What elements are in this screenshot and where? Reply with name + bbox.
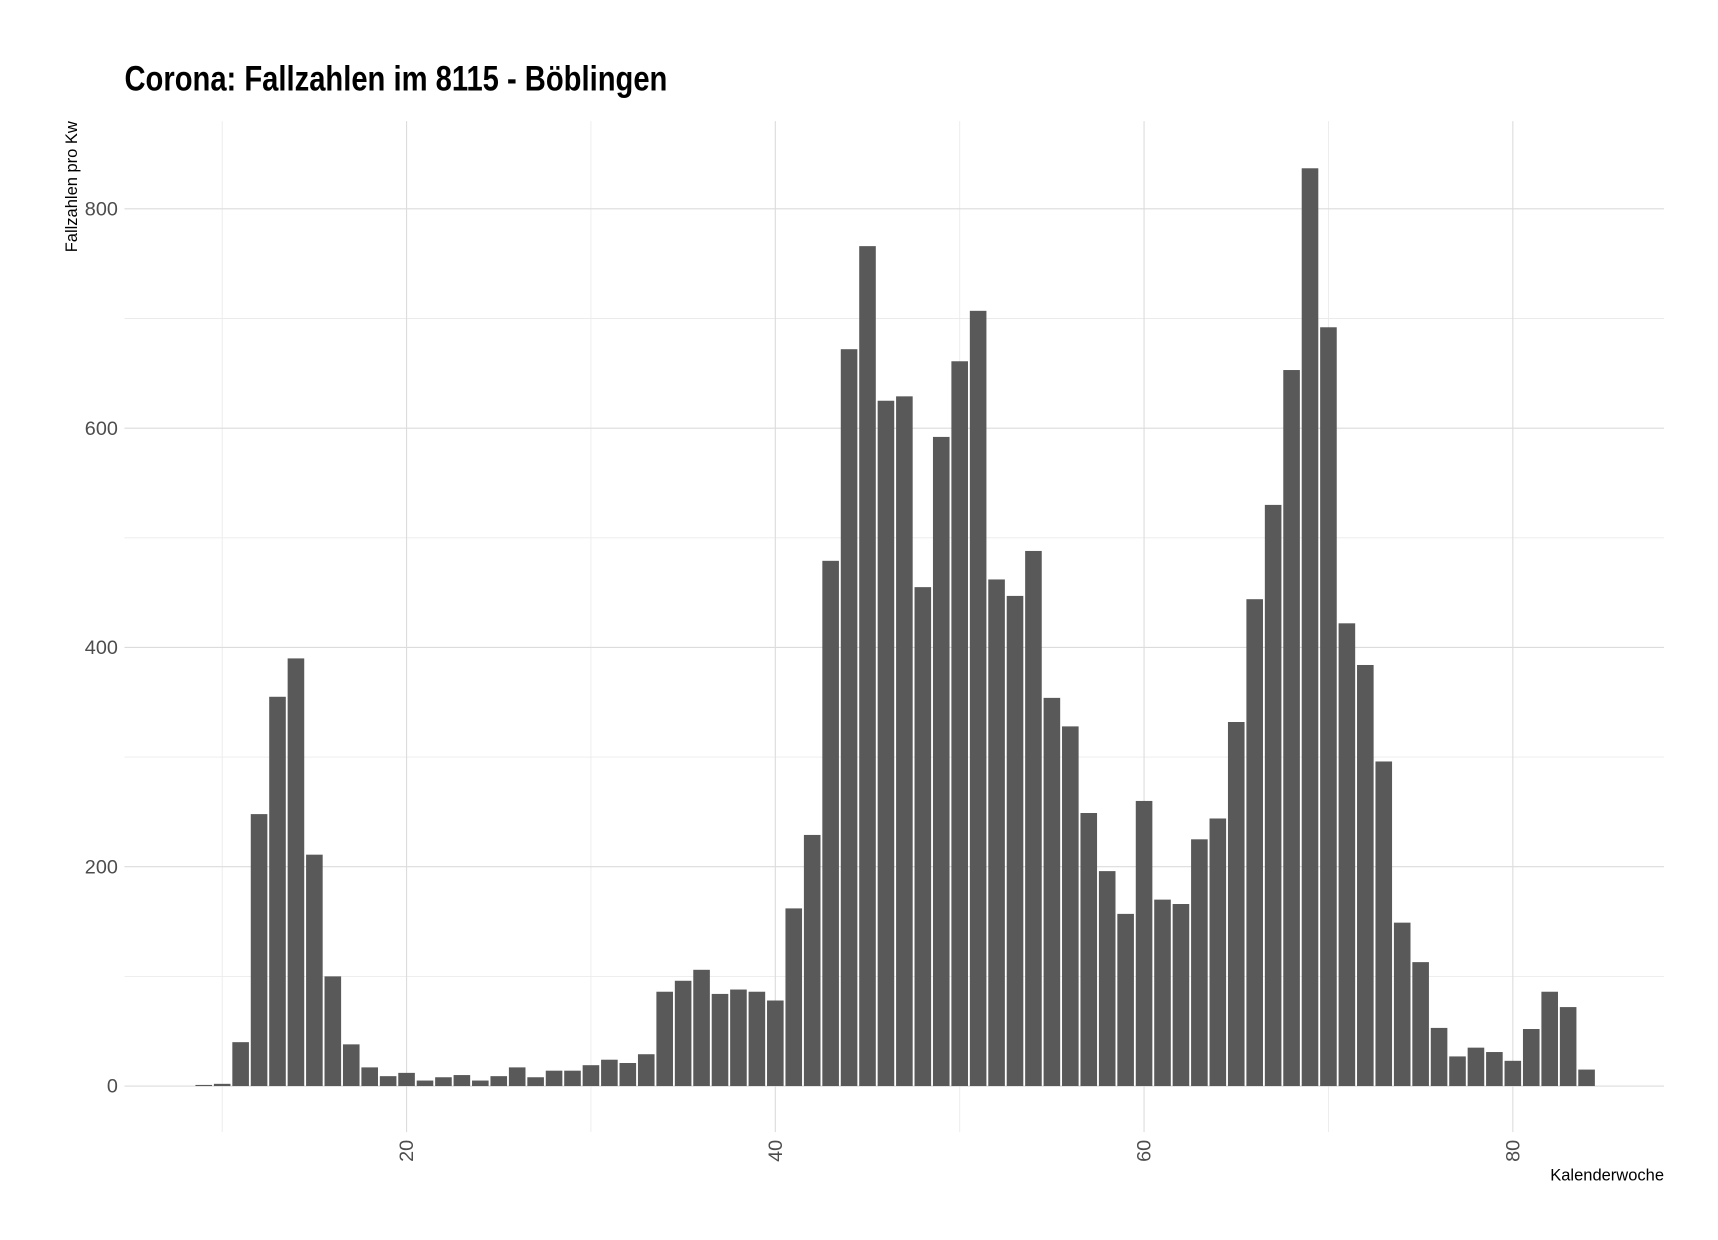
bar [508,1067,526,1087]
y-tick-label: 200 [85,856,118,878]
bar [1006,595,1024,1087]
bar [545,1070,563,1087]
bar [1117,913,1134,1087]
bar [767,1000,784,1087]
bar [306,854,323,1087]
bar [1522,1029,1540,1087]
bar [1357,664,1374,1087]
bar [637,1054,655,1087]
bar [1467,1047,1485,1087]
bar [1375,761,1393,1087]
bar [1320,327,1337,1087]
bar [1172,904,1190,1087]
bar [1209,818,1227,1087]
x-tick-label: 60 [1134,1140,1156,1162]
bar [1043,697,1061,1087]
bar [1559,1007,1577,1087]
bar [1062,726,1079,1087]
bar [748,991,766,1087]
y-axis-title: Fallzahlen pro Kw [63,121,81,252]
bar [1283,370,1300,1087]
bar [693,969,710,1087]
bar [803,834,821,1087]
bar [1080,813,1098,1087]
bar [324,976,342,1087]
bar [711,993,729,1087]
bar [232,1042,249,1087]
x-tick-label: 20 [396,1140,418,1162]
y-tick-label: 600 [85,418,118,440]
bar [435,1077,452,1087]
bar [1449,1056,1466,1087]
y-tick-label: 800 [85,198,118,220]
bar [1541,991,1558,1087]
bar [877,400,895,1087]
bar [730,989,747,1087]
chart-title: Corona: Fallzahlen im 8115 - Böblingen [124,59,667,98]
bar [361,1067,378,1087]
bar [1191,839,1208,1087]
bar [896,396,913,1087]
bar [951,361,968,1087]
bar [1338,623,1356,1087]
bar [342,1044,360,1087]
bar [969,310,987,1087]
bar [859,246,876,1087]
bar [527,1077,544,1087]
bar [1154,899,1171,1087]
bar [250,814,268,1087]
bar [379,1076,397,1087]
bar [453,1075,471,1087]
bar [195,1084,213,1087]
x-axis-title: Kalenderwoche [1550,1167,1664,1185]
bar [1264,504,1282,1087]
bar [1393,922,1411,1087]
bar [398,1072,415,1087]
bar [564,1070,581,1087]
bar [1227,722,1245,1087]
bar [840,349,858,1087]
bar [914,587,932,1087]
bar [1025,550,1042,1087]
bar [656,991,673,1087]
bar [1504,1060,1522,1087]
bar [1578,1069,1595,1087]
x-tick-label: 80 [1502,1140,1524,1162]
bar [213,1083,231,1087]
bar [269,696,286,1087]
bar [601,1059,618,1087]
bar [1098,871,1116,1087]
bar [1412,962,1429,1087]
bar [1135,800,1153,1087]
bar [1246,599,1263,1087]
bar [472,1080,489,1087]
bar [490,1076,508,1087]
bar [287,658,305,1087]
x-tick-label: 40 [765,1140,787,1162]
bar [822,560,839,1087]
bar [1486,1052,1503,1087]
bar [988,579,1005,1087]
bar [785,908,803,1087]
bar [619,1063,637,1087]
bar [582,1065,600,1087]
bar [674,980,692,1087]
bar [1301,168,1319,1087]
bar [416,1080,434,1087]
bar [1430,1027,1448,1087]
bar [932,436,950,1087]
y-tick-label: 0 [107,1076,118,1098]
y-tick-label: 400 [85,637,118,659]
